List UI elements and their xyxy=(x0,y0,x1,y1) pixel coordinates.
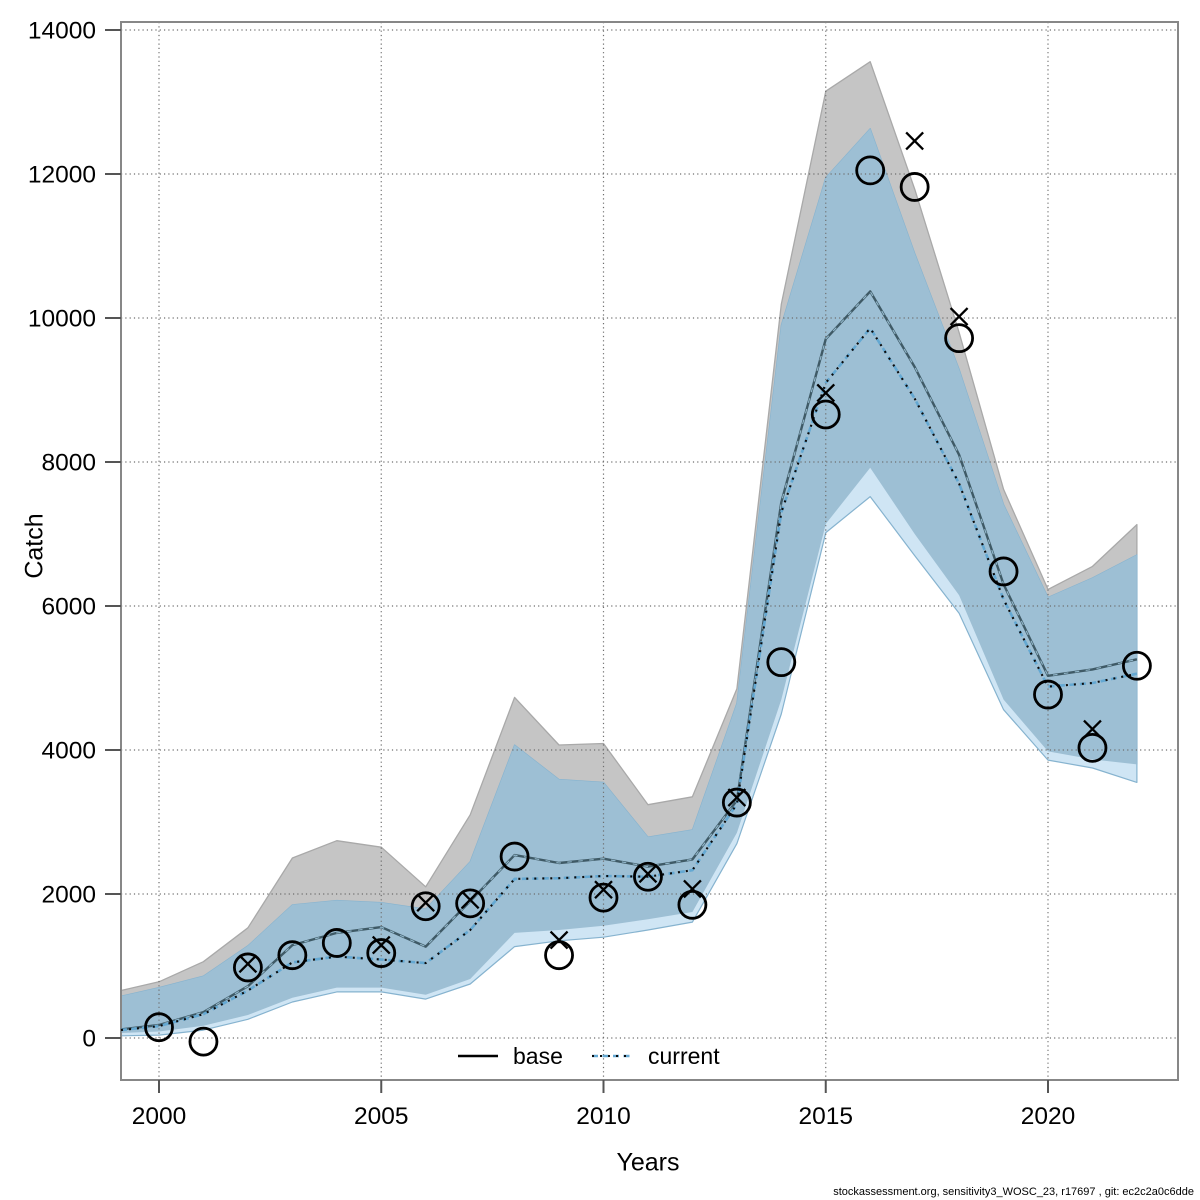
y-tick-label-4000: 4000 xyxy=(41,738,96,765)
y-tick-label-14000: 14000 xyxy=(28,18,96,45)
footer-credit: stockassessment.org, sensitivity3_WOSC_2… xyxy=(833,1186,1194,1198)
obs-circle-2014 xyxy=(766,647,797,678)
obs-cross-2015 xyxy=(816,383,836,403)
obs-circle-2010 xyxy=(588,882,619,913)
obs-cross-2017 xyxy=(905,131,924,151)
obs-circle-2002 xyxy=(232,952,263,983)
obs-circle-2022 xyxy=(1122,650,1152,681)
obs-circle-2019 xyxy=(988,556,1019,587)
x-tick-label-2010: 2010 xyxy=(576,1103,631,1130)
y-tick-label-8000: 8000 xyxy=(41,450,96,477)
y-tick-label-6000: 6000 xyxy=(41,594,96,621)
obs-circle-2003 xyxy=(277,940,308,971)
x-axis-title: Years xyxy=(616,1148,680,1177)
x-tick-label-2020: 2020 xyxy=(1021,1103,1076,1130)
y-tick-label-10000: 10000 xyxy=(28,306,96,333)
x-tick-label-2000: 2000 xyxy=(132,1103,187,1130)
obs-circle-2018 xyxy=(944,323,974,354)
x-tick-label-2015: 2015 xyxy=(798,1103,853,1130)
legend-base-label: base xyxy=(513,1043,563,1069)
obs-circle-2017 xyxy=(899,172,930,202)
y-tick-label-2000: 2000 xyxy=(41,882,96,909)
band-overlap xyxy=(121,128,1137,1033)
obs-circle-2020 xyxy=(1033,679,1063,710)
y-axis-title: Catch xyxy=(20,513,49,579)
obs-circle-2004 xyxy=(321,928,352,958)
obs-cross-2007 xyxy=(460,890,480,910)
x-tick-label-2005: 2005 xyxy=(354,1103,409,1130)
obs-circle-2000 xyxy=(144,1012,174,1043)
obs-cross-2009 xyxy=(549,930,569,950)
plot-border xyxy=(120,21,1179,1081)
y-tick-label-12000: 12000 xyxy=(28,162,96,189)
y-tick-label-0: 0 xyxy=(82,1026,96,1053)
obs-circle-2001 xyxy=(188,1026,219,1057)
legend-current-label: current xyxy=(648,1043,720,1069)
obs-cross-2002 xyxy=(238,954,258,974)
obs-circle-2008 xyxy=(499,841,530,872)
obs-cross-2018 xyxy=(949,307,969,326)
obs-cross-2006 xyxy=(416,893,436,912)
obs-circle-2011 xyxy=(633,861,663,892)
obs-circle-2016 xyxy=(855,155,886,186)
obs-circle-2013 xyxy=(721,787,752,818)
obs-circle-2015 xyxy=(810,399,841,430)
obs-circle-2009 xyxy=(544,940,574,971)
obs-circle-2012 xyxy=(677,889,708,920)
obs-circle-2021 xyxy=(1077,732,1108,763)
obs-circle-2006 xyxy=(410,891,441,922)
obs-cross-2012 xyxy=(683,879,702,899)
obs-circle-2007 xyxy=(455,888,486,919)
base-line-dash-overlay xyxy=(120,290,1138,1030)
obs-cross-2013 xyxy=(727,788,747,807)
obs-circle-2005 xyxy=(366,938,397,968)
obs-cross-2011 xyxy=(638,864,658,884)
